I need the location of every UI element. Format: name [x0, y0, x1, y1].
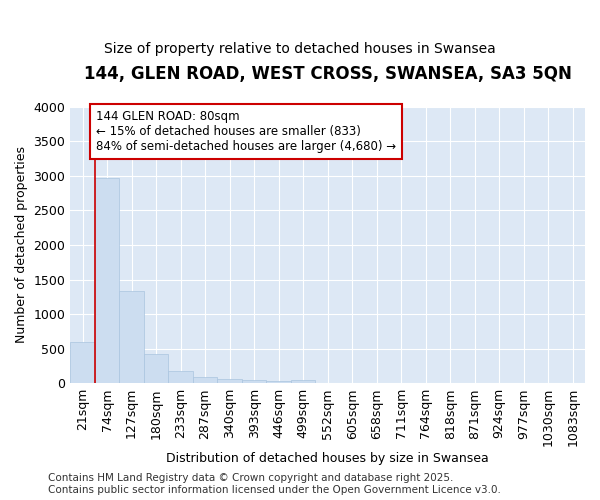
Bar — [217, 380, 242, 383]
Text: Size of property relative to detached houses in Swansea: Size of property relative to detached ho… — [104, 42, 496, 56]
X-axis label: Distribution of detached houses by size in Swansea: Distribution of detached houses by size … — [166, 452, 489, 465]
Bar — [193, 377, 217, 383]
Bar — [144, 354, 169, 383]
Title: 144, GLEN ROAD, WEST CROSS, SWANSEA, SA3 5QN: 144, GLEN ROAD, WEST CROSS, SWANSEA, SA3… — [84, 65, 572, 83]
Bar — [291, 380, 316, 383]
Bar — [169, 371, 193, 383]
Bar — [95, 178, 119, 383]
Bar — [119, 292, 144, 383]
Bar — [266, 381, 291, 383]
Text: Contains HM Land Registry data © Crown copyright and database right 2025.
Contai: Contains HM Land Registry data © Crown c… — [48, 474, 501, 495]
Text: 144 GLEN ROAD: 80sqm
← 15% of detached houses are smaller (833)
84% of semi-deta: 144 GLEN ROAD: 80sqm ← 15% of detached h… — [96, 110, 396, 153]
Bar — [242, 380, 266, 383]
Bar — [70, 342, 95, 383]
Y-axis label: Number of detached properties: Number of detached properties — [15, 146, 28, 344]
